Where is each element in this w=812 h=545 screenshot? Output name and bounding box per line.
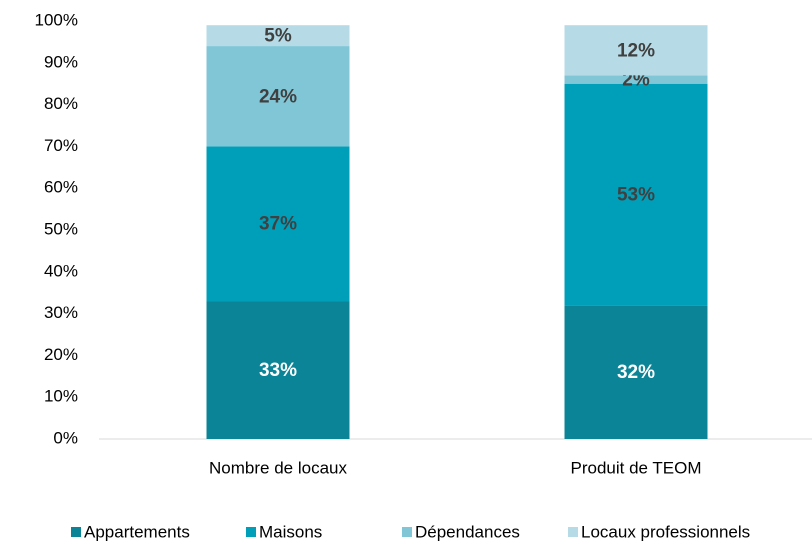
y-tick-label: 40% bbox=[44, 261, 78, 280]
bar-segment bbox=[564, 75, 708, 84]
legend-swatch bbox=[246, 527, 256, 537]
y-tick-label: 10% bbox=[44, 387, 78, 406]
data-label: 12% bbox=[617, 40, 655, 61]
y-tick-label: 80% bbox=[44, 94, 78, 113]
bar-segment bbox=[564, 25, 708, 76]
bar-segment bbox=[206, 301, 350, 439]
y-tick-label: 70% bbox=[44, 136, 78, 155]
data-label: 5% bbox=[264, 26, 292, 47]
legend-label: Maisons bbox=[259, 522, 322, 541]
bar-segment bbox=[206, 146, 350, 302]
data-label: 53% bbox=[617, 184, 655, 205]
legend-label: Appartements bbox=[84, 522, 190, 541]
x-tick-label: Nombre de locaux bbox=[209, 458, 347, 477]
y-tick-label: 50% bbox=[44, 219, 78, 238]
data-label: 32% bbox=[617, 362, 655, 383]
y-tick-label: 20% bbox=[44, 345, 78, 364]
y-tick-label: 60% bbox=[44, 178, 78, 197]
legend-swatch bbox=[402, 527, 412, 537]
data-label: 24% bbox=[259, 86, 297, 107]
legend-label: Locaux professionnels bbox=[581, 522, 750, 541]
y-tick-label: 100% bbox=[35, 10, 78, 29]
data-label: 33% bbox=[259, 360, 297, 381]
legend-swatch bbox=[568, 527, 578, 537]
legend-label: Dépendances bbox=[415, 522, 520, 541]
x-tick-label: Produit de TEOM bbox=[570, 458, 701, 477]
y-tick-label: 0% bbox=[53, 428, 78, 447]
bar-segment bbox=[564, 83, 708, 306]
data-label: 37% bbox=[259, 214, 297, 235]
bar-segment bbox=[206, 46, 350, 147]
legend-swatch bbox=[71, 527, 81, 537]
y-tick-label: 30% bbox=[44, 303, 78, 322]
y-tick-label: 90% bbox=[44, 52, 78, 71]
bar-segment bbox=[564, 305, 708, 439]
bar-segment bbox=[206, 25, 350, 47]
